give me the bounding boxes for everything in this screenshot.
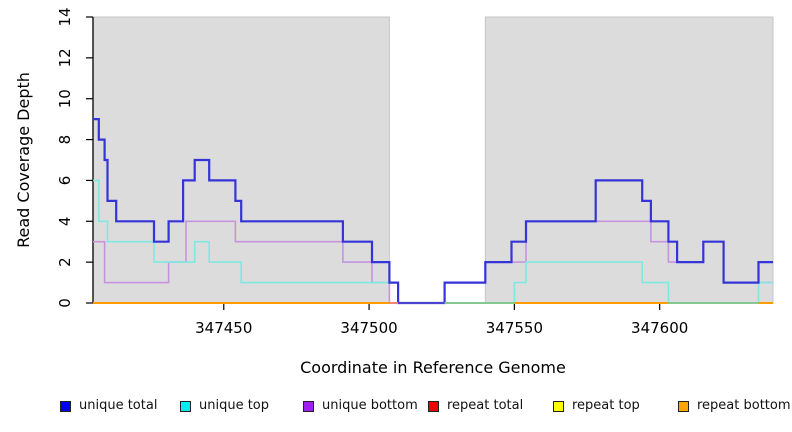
legend-swatch-unique-total <box>60 400 71 412</box>
legend-label-unique-total: unique total <box>79 398 158 413</box>
x-tick-label: 347550 <box>486 319 543 337</box>
y-tick-label: 0 <box>56 298 74 308</box>
y-tick-label: 4 <box>56 217 74 227</box>
legend-item-unique-total: unique total <box>60 399 157 413</box>
x-tick-label: 347500 <box>340 319 397 337</box>
x-tick-label: 347450 <box>195 319 252 337</box>
coverage-chart: 0 2 4 6 8 10 12 14 347450 347500 347550 347600 Read … <box>14 7 774 377</box>
legend-label-repeat-bottom: repeat bottom <box>697 398 791 413</box>
y-tick-label: 6 <box>56 176 74 186</box>
y-tick-label: 14 <box>56 7 74 26</box>
legend-label-unique-bottom: unique bottom <box>322 398 418 413</box>
x-axis-label: Coordinate in Reference Genome <box>300 358 566 377</box>
shaded-region <box>92 16 390 304</box>
y-tick-label: 8 <box>56 135 74 145</box>
series-unique-total <box>93 118 773 305</box>
legend-item-repeat-top: repeat top <box>553 399 640 413</box>
y-tick-label: 2 <box>56 257 74 267</box>
y-tick-label: 12 <box>56 48 74 67</box>
legend-item-repeat-total: repeat total <box>428 399 523 413</box>
legend-swatch-repeat-bottom <box>678 400 689 412</box>
legend-item-unique-bottom: unique bottom <box>303 399 418 413</box>
legend-label-repeat-top: repeat top <box>572 398 640 413</box>
legend-label-repeat-total: repeat total <box>447 398 524 413</box>
legend-swatch-repeat-top <box>553 400 564 412</box>
x-tick-label: 347600 <box>631 319 688 337</box>
series-unique-top <box>93 179 773 304</box>
legend-label-unique-top: unique top <box>199 398 270 413</box>
legend-swatch-unique-top <box>180 400 191 412</box>
legend-item-repeat-bottom: repeat bottom <box>678 399 791 413</box>
y-axis-label: Read Coverage Depth <box>14 72 33 248</box>
legend-swatch-unique-bottom <box>303 400 314 412</box>
legend-item-unique-top: unique top <box>180 399 269 413</box>
y-tick-label: 10 <box>56 89 74 108</box>
shaded-region <box>484 16 774 304</box>
legend-swatch-repeat-total <box>428 400 439 412</box>
